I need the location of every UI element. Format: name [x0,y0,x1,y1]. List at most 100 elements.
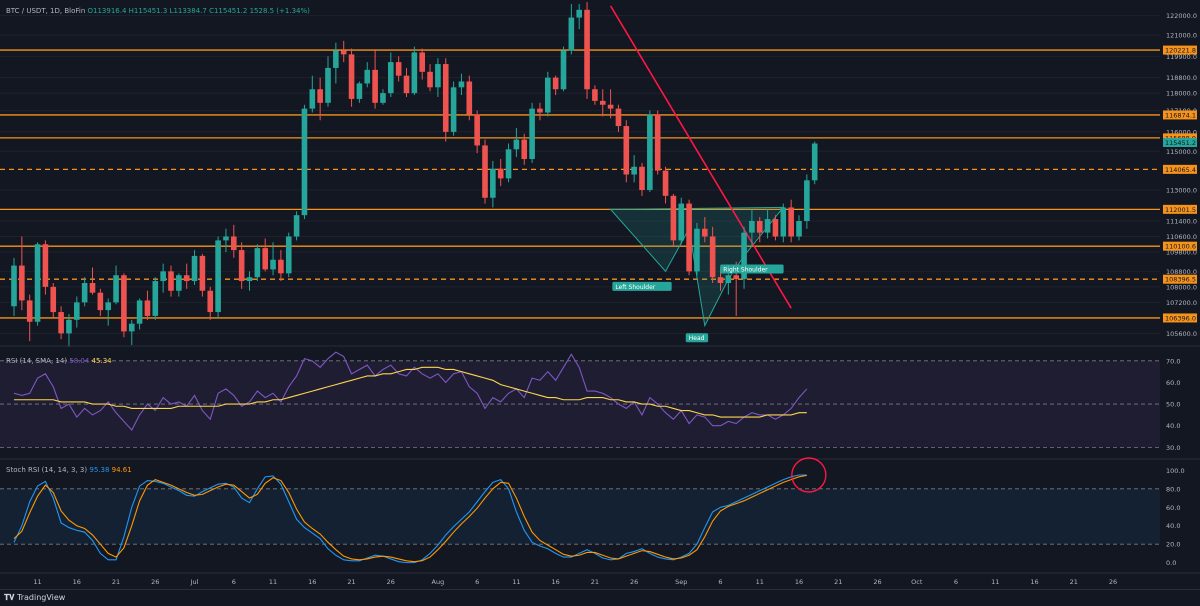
candle-body [772,219,779,237]
level-price-tag-bg [1163,204,1197,214]
time-tick-label: 6 [954,578,958,586]
candle-body [702,228,708,237]
candle-body [58,312,64,334]
time-tick-label: 11 [991,578,999,586]
price-tick-label: 107200.0 [1166,299,1197,307]
level-price-tag: 120221.8 [1165,47,1196,55]
rsi-ma-value: 45.34 [91,357,112,365]
time-tick-label: 6 [232,578,236,586]
stoch-rsi-pane[interactable]: 100.0 80.0 60.0 40.0 20.0 0.0 [0,457,1200,574]
candle-body [756,221,763,233]
pattern-annotation: Right Shoulder [723,266,768,273]
tradingview-logo[interactable]: 𝐓𝐕 TradingView [4,593,65,603]
candle-body [709,236,716,278]
footer-bar: 𝐓𝐕 TradingView [0,589,1200,606]
current-price-tag: 115451.2 [1165,139,1196,147]
level-price-tag-bg [1163,110,1197,120]
candle-body [333,50,339,68]
candle-body [215,240,221,313]
candle-body [811,143,818,181]
candle-body [97,292,104,311]
tv-icon: 𝐓𝐕 [4,593,15,602]
highlight-circle [791,457,827,493]
candle-body [121,275,127,332]
time-tick-label: 26 [630,578,638,586]
trend-line [609,5,792,309]
candle-body [66,319,72,334]
candle-body [223,236,229,241]
candle-body [592,89,598,101]
price-tick-label: 111400.0 [1166,218,1197,226]
price-tick-label: 105600.0 [1166,330,1197,338]
candle-body [631,166,637,175]
candle-body [474,114,480,146]
candle-body [623,126,630,175]
candle-body [152,281,159,316]
ohlc-values: O113916.4 H115451.3 L113384.7 C115451.2 … [87,7,310,15]
candle-body [639,166,645,190]
price-tick-label: 116000.0 [1166,128,1197,136]
current-price-tag-bg [1163,138,1197,148]
level-price-tag: 112001.5 [1165,206,1196,214]
time-tick-label: 26 [873,578,881,586]
candle-body [144,300,151,316]
candle-body [42,244,49,287]
candle-body [552,77,559,90]
candle-body [270,259,276,270]
candle-body [615,108,622,127]
candle-body [372,69,378,103]
time-tick-label: 16 [552,578,560,586]
rsi-tick-label: 30.0 [1166,444,1180,452]
candle-body [26,300,33,322]
price-tick-label: 119900.0 [1166,53,1197,61]
time-tick-label: 21 [591,578,599,586]
annotation-bg [612,281,672,291]
rsi-label: RSI (14, SMA, 14) [6,357,68,365]
candle-body [340,50,347,55]
candle-body [513,139,520,150]
level-price-tag-bg [1163,164,1197,174]
time-tick-label: 16 [73,578,81,586]
candle-body [128,323,135,332]
candle-body [356,83,363,99]
rsi-tick-label: 60.0 [1166,379,1180,387]
candle-body [780,207,787,237]
candle-body [647,114,653,190]
candle-body [160,271,166,282]
price-tick-label: 115000.0 [1166,148,1197,156]
candle-body [678,203,685,241]
time-tick-label: 11 [512,578,520,586]
stoch-tick-label: 100.0 [1166,467,1185,475]
candle-body [764,219,771,233]
candle-body [607,104,614,109]
price-tick-label: 108000.0 [1166,283,1197,291]
price-tick-label: 122000.0 [1166,12,1197,20]
candle-body [442,64,449,132]
candle-body [568,17,575,51]
candle-body [105,302,111,311]
level-price-tag-bg [1163,274,1197,284]
time-tick-label: 21 [834,578,842,586]
candle-body [497,168,504,179]
candle-body [348,54,355,99]
level-price-tag-bg [1163,241,1197,251]
candle-body [733,275,739,280]
candle-body [505,149,512,179]
candle-body [254,248,261,278]
symbol-label: BTC / USDT, 1D, BloFin [6,7,86,15]
rsi-value: 58.04 [69,357,90,365]
level-price-tag: 114065.4 [1165,166,1196,174]
level-price-tag: 116874.1 [1165,111,1196,119]
price-pane[interactable]: Left Shoulder Head Right Shoulder 122000.0 1… [0,0,1200,347]
rsi-pane[interactable]: 70.0 60.0 50.0 40.0 30.0 [0,351,1200,460]
candle-body [113,275,119,303]
stoch-tick-label: 80.0 [1166,485,1180,493]
candle-body [741,232,747,280]
candle-body [670,195,677,241]
price-tick-label: 109800.0 [1166,249,1197,257]
pattern-annotation: Left Shoulder [615,284,655,291]
stoch-band [0,488,1160,545]
candle-body [81,283,88,303]
time-tick-label: Jul [190,578,199,586]
